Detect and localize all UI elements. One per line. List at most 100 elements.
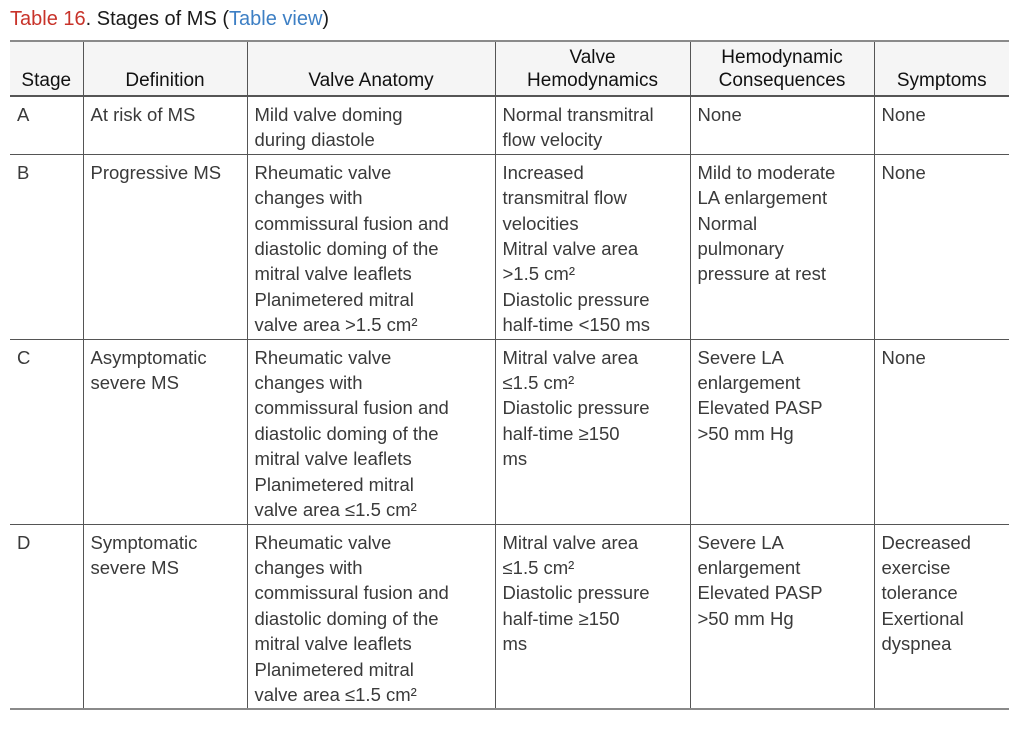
cell-text: valve area >1.5 cm² [254,314,418,336]
cell-text: Decreased [881,531,971,553]
header-text: Hemodynamics [527,70,658,91]
cell-text: valve area ≤1.5 cm² [254,499,417,521]
table-number: Table 16 [10,8,86,30]
cell-text: Mitral valve area [502,346,639,368]
cell-valve-anatomy: Mild valve doming during diastole [246,96,495,155]
cell-valve-hemodynamics: Mitral valve area ≤1.5 cm² Diastolic press… [494,339,690,525]
cell-text: None [881,104,926,125]
cell-text: Rheumatic valve [254,346,392,368]
table-caption: Table 16. Stages of MS (Table view) [10,6,329,32]
cell-text: Asymptomatic [90,346,207,368]
header-symptoms: Symptoms [873,41,1009,97]
cell-text: ≤1.5 cm² [502,372,575,394]
cell-text: changes with [254,187,363,209]
header-valve-hemodynamics: Valve Hemodynamics [494,41,690,97]
cell-text: severe MS [90,556,179,578]
cell-text: changes with [254,372,363,394]
table-row: C Asymptomatic severe MS Rheumatic valve cha… [10,339,1009,525]
cell-stage: C [10,339,83,525]
cell-hemodynamic-consequences: None [689,96,874,155]
cell-text: None [881,161,926,183]
cell-text: >1.5 cm² [502,263,575,285]
cell-text: >50 mm Hg [697,422,794,444]
cell-definition: Symptomatic severe MS [82,524,247,710]
cell-text: None [697,104,742,125]
cell-text: Normal [697,212,758,234]
cell-text: severe MS [90,372,179,394]
cell-text: D [17,531,31,553]
cell-text: Diastolic pressure [502,288,650,310]
cell-text: B [17,161,30,183]
cell-text: ms [502,448,528,470]
cell-stage: D [10,524,83,709]
cell-text: Mild valve doming [254,104,403,125]
cell-text: Diastolic pressure [502,582,650,604]
header-text: Valve Anatomy [308,70,434,91]
cell-text: diastolic doming of the [254,607,439,629]
cell-definition: At risk of MS [82,96,247,155]
cell-text: A [17,104,30,125]
caption-close-paren: ) [322,8,330,30]
table-header-row: Stage Definition Valve Anatomy Valve Hemodyn… [10,41,1009,97]
cell-text: Mitral valve area [502,531,639,553]
cell-text: enlargement [697,556,801,578]
header-text: Symptoms [896,70,987,91]
cell-text: Planimetered mitral [254,473,414,495]
cell-text: ≤1.5 cm² [502,556,575,578]
cell-text: half-time ≥150 [502,607,620,629]
cell-text: tolerance [881,582,958,604]
cell-hemodynamic-consequences: Mild to moderate LA enlargement Normal pulm… [689,154,874,340]
cell-text: None [881,346,926,368]
cell-text: during diastole [254,129,375,151]
cell-symptoms: None [873,96,1009,155]
table-row: B Progressive MS Rheumatic valve changes wi… [10,154,1009,340]
header-text: Consequences [718,70,846,91]
cell-text: ms [502,633,528,655]
cell-text: mitral valve leaflets [254,448,412,470]
cell-text: commissural fusion and [254,397,449,419]
cell-text: dyspnea [881,633,952,655]
header-hemodynamic-consequences: Hemodynamic Consequences [689,41,874,97]
cell-text: commissural fusion and [254,582,449,604]
cell-text: Normal transmitral [502,104,654,125]
cell-text: exercise [881,556,951,578]
cell-text: mitral valve leaflets [254,263,412,285]
cell-text: Mitral valve area [502,238,639,260]
cell-text: >50 mm Hg [697,607,794,629]
cell-text: LA enlargement [697,187,828,209]
cell-text: valve area ≤1.5 cm² [254,683,417,705]
cell-text: Rheumatic valve [254,531,392,553]
cell-text: Mild to moderate [697,161,836,183]
cell-text: At risk of MS [90,104,196,125]
cell-text: Elevated PASP [697,397,823,419]
cell-text: transmitral flow [502,187,627,209]
cell-text: pulmonary [697,238,784,260]
cell-definition: Asymptomatic severe MS [82,339,247,525]
cell-definition: Progressive MS [82,154,247,340]
cell-symptoms: None [873,154,1009,340]
cell-text: changes with [254,556,363,578]
table-row: A At risk of MS Mild valve doming during di… [10,96,1009,155]
cell-text: velocities [502,212,579,234]
cell-text: half-time <150 ms [502,314,651,336]
cell-text: Exertional [881,607,964,629]
cell-valve-hemodynamics: Increased transmitral flow velocities Mitra… [494,154,690,340]
cell-valve-anatomy: Rheumatic valve changes with commissural f… [246,154,495,340]
cell-valve-hemodynamics: Mitral valve area ≤1.5 cm² Diastolic press… [494,524,690,710]
cell-text: Progressive MS [90,161,222,183]
header-definition: Definition [82,41,247,97]
header-text: Valve [569,47,616,68]
cell-text: Diastolic pressure [502,397,650,419]
header-stage: Stage [10,41,83,97]
cell-text: half-time ≥150 [502,422,620,444]
cell-text: Severe LA [697,346,784,368]
cell-text: flow velocity [502,129,603,151]
cell-text: Increased [502,161,584,183]
cell-text: diastolic doming of the [254,422,439,444]
cell-text: enlargement [697,372,801,394]
cell-text: Planimetered mitral [254,658,414,680]
cell-text: pressure at rest [697,263,827,285]
table-view-link[interactable]: Table view [229,8,323,30]
cell-text: commissural fusion and [254,212,449,234]
header-text: Definition [125,70,205,91]
